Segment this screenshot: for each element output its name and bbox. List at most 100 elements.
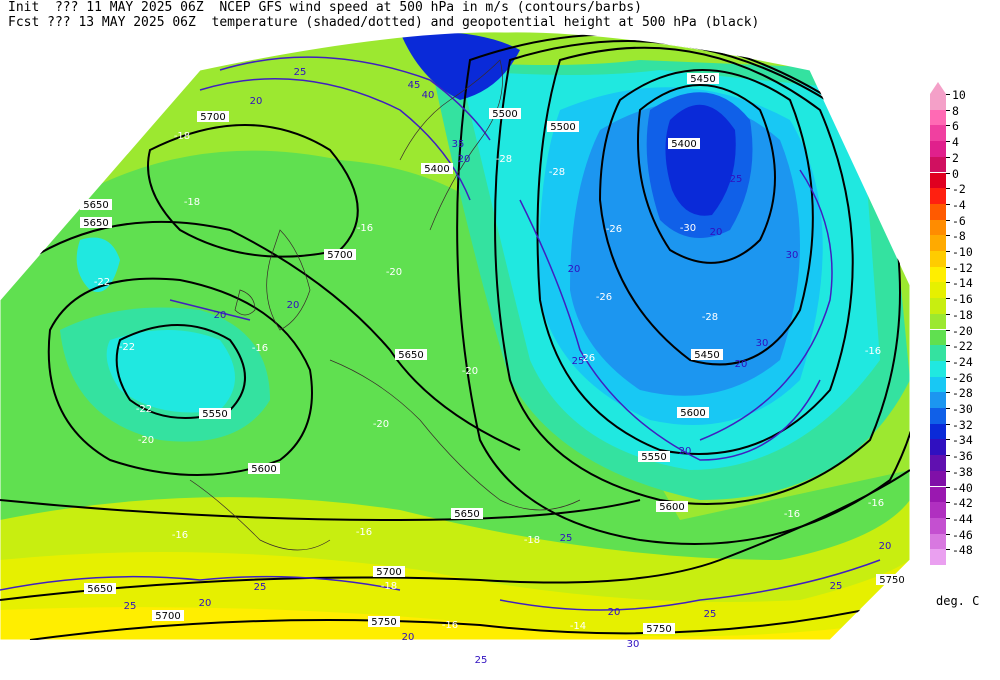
legend-swatch	[930, 360, 946, 377]
temperature-label: -20	[373, 419, 389, 430]
legend-swatch	[930, 125, 946, 142]
contour-5650-north	[0, 220, 521, 451]
temperature-label: -28	[496, 154, 512, 165]
legend-tick	[946, 94, 950, 95]
height-label: 5700	[155, 611, 180, 622]
coast-ireland	[234, 289, 256, 316]
legend-label: -30	[952, 402, 973, 416]
legend-level: -18	[930, 308, 1000, 330]
legend-label: -2	[952, 182, 966, 197]
height-label-bg	[489, 108, 521, 119]
temperature-label: -16	[356, 527, 372, 538]
legend-level: 0	[930, 167, 1000, 189]
contour-5700-ne	[147, 124, 359, 258]
temperature-label: -16	[252, 343, 268, 354]
wind-20-east	[519, 199, 821, 461]
legend-label: -38	[952, 464, 973, 479]
wind-label: 45	[408, 80, 421, 91]
height-labels: 5700 5650 5650 5600 5550 5500 5500 5450 5450 5400…	[80, 73, 908, 635]
legend-tick	[946, 360, 950, 362]
height-label-bg	[876, 574, 908, 585]
legend-swatch	[930, 298, 946, 314]
temperature-label: -16	[784, 509, 800, 520]
shade-minus14	[0, 552, 910, 640]
legend-swatch	[930, 235, 946, 251]
legend-label: -12	[952, 260, 973, 275]
legend-label: -10	[952, 245, 973, 259]
legend-tick	[946, 172, 950, 174]
legend-swatch	[930, 470, 946, 487]
wind-label: 35	[452, 139, 465, 150]
coast-scandinavia	[399, 59, 503, 231]
legend-level: -8	[930, 229, 1000, 251]
temperature-label: -26	[579, 353, 595, 364]
temperature-label: -18	[174, 131, 190, 142]
legend-swatch	[930, 533, 946, 550]
legend-swatch	[930, 203, 946, 220]
legend-level: 4	[930, 135, 1000, 157]
legend-swatch	[930, 219, 946, 236]
legend-swatch	[930, 517, 946, 534]
wind-label: 20	[608, 607, 621, 618]
height-label: 5650	[398, 350, 423, 361]
coast-britain	[266, 229, 311, 331]
header-line-init: Init ??? 11 MAY 2025 06Z NCEP GFS wind s…	[8, 0, 642, 15]
height-label-bg	[324, 249, 356, 260]
legend-tick	[946, 109, 950, 111]
legend-label: -40	[952, 480, 973, 495]
legend-label: -22	[952, 339, 973, 354]
temperature-label: -18	[524, 535, 540, 546]
legend-swatch	[930, 266, 946, 283]
wind-label: 20	[199, 598, 212, 609]
wind-label: 25	[475, 655, 488, 666]
coast-continent	[329, 359, 581, 511]
legend-swatch	[930, 251, 946, 267]
legend-tick	[946, 188, 950, 190]
legend-swatch	[930, 408, 946, 424]
legend-tick	[946, 282, 950, 284]
temperature-label: -22	[119, 342, 135, 353]
wind-label: 25	[730, 174, 743, 185]
temperature-label: -14	[570, 621, 586, 632]
height-label-bg	[668, 138, 700, 149]
height-label: 5500	[550, 122, 575, 133]
temperature-label: -30	[680, 223, 696, 234]
height-label-bg	[451, 508, 483, 519]
wind-label: 20	[735, 359, 748, 370]
temperature-label: -22	[94, 277, 110, 288]
shade-minus32-north	[400, 31, 520, 100]
legend-level: -4	[930, 198, 1000, 220]
legend-label: -6	[952, 213, 966, 228]
legend-label: -8	[952, 229, 966, 244]
height-label: 5650	[454, 509, 479, 520]
height-label-bg	[84, 583, 116, 594]
wind-label: 25	[124, 601, 137, 612]
legend-tick	[946, 125, 950, 127]
legend-level: -30	[930, 402, 1000, 424]
height-label-bg	[395, 349, 427, 360]
wind-label: 25	[294, 67, 307, 78]
legend-level: -42	[930, 496, 1000, 518]
wind-label: 25	[830, 581, 843, 592]
wind-label: 20	[568, 264, 581, 275]
wind-label: 30	[627, 639, 640, 650]
legend-swatch	[930, 282, 946, 299]
wind-contours	[0, 56, 881, 611]
legend-level: -32	[930, 418, 1000, 440]
legend-swatch	[930, 188, 946, 204]
map-frame	[0, 31, 911, 641]
legend-level: -48	[930, 543, 1000, 565]
height-label: 5400	[671, 139, 696, 150]
coast-iberia	[189, 479, 331, 551]
legend-label: 6	[952, 119, 959, 134]
height-label-bg	[638, 451, 670, 462]
legend-tick	[946, 329, 950, 331]
height-label: 5450	[690, 74, 715, 85]
temperature-label: -20	[462, 366, 478, 377]
legend-tick	[946, 251, 950, 252]
legend-tick	[946, 392, 950, 394]
temperature-label: -16	[357, 223, 373, 234]
height-label: 5650	[83, 200, 108, 211]
